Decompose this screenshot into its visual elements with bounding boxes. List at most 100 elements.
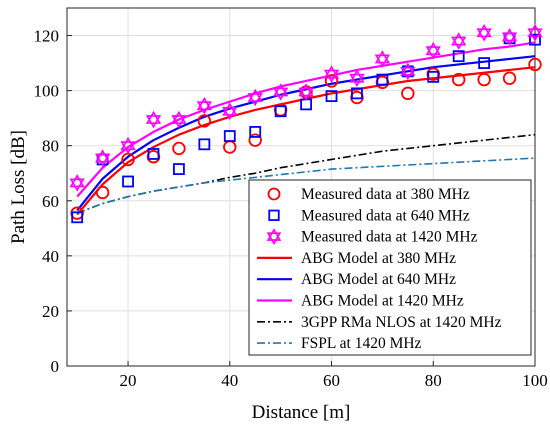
- series-2: [69, 23, 543, 192]
- series-4: [76, 55, 536, 212]
- data-point: [273, 83, 289, 101]
- series-7: [76, 157, 536, 214]
- data-point: [197, 114, 212, 128]
- hexagram-triangle-down: [374, 54, 391, 68]
- hexagram-triangle-up: [171, 110, 187, 124]
- hexagram-triangle-down: [273, 87, 289, 101]
- hexagram-triangle-down: [501, 32, 518, 46]
- data-point: [451, 72, 466, 87]
- data-point: [351, 87, 363, 100]
- hexagram-triangle-down: [400, 66, 416, 81]
- legend-item: Measured data at 380 MHz: [267, 186, 470, 203]
- hexagram-triangle-down: [323, 69, 340, 83]
- hexagram-triangle-up: [501, 28, 518, 42]
- series-line: [76, 41, 536, 198]
- hexagram-triangle-down: [527, 28, 543, 42]
- data-point: [173, 163, 185, 176]
- x-tick-label: 60: [323, 371, 340, 390]
- hexagram-triangle-down: [120, 141, 136, 155]
- hexagram-triangle-up: [425, 41, 441, 56]
- legend-item: Measured data at 1420 MHz: [266, 228, 478, 246]
- x-axis-label: Distance [m]: [252, 402, 351, 423]
- legend-marker: [266, 228, 282, 246]
- data-point: [325, 90, 338, 103]
- y-tick-label: 120: [34, 27, 60, 46]
- legend-marker: [267, 187, 281, 201]
- series-0: [70, 57, 542, 220]
- legend-item: ABG Model at 1420 MHz: [257, 293, 464, 310]
- y-tick-label: 60: [42, 192, 59, 211]
- data-point: [145, 110, 162, 129]
- x-tick-label: 40: [221, 371, 238, 390]
- hexagram-triangle-up: [374, 50, 391, 64]
- legend-label: FSPL at 1420 MHz: [301, 335, 422, 352]
- legend-label: 3GPP RMa NLOS at 1420 MHz: [301, 314, 502, 331]
- x-tick-label: 80: [425, 371, 442, 390]
- series-line: [76, 133, 536, 214]
- data-point: [528, 57, 542, 72]
- x-tick-label: 100: [522, 371, 548, 390]
- hexagram-triangle-up: [120, 136, 136, 151]
- hexagram-triangle-up: [94, 149, 111, 163]
- data-point: [425, 41, 441, 60]
- hexagram-triangle-down: [476, 28, 492, 42]
- data-point: [529, 33, 541, 46]
- hexagram-triangle-up: [196, 96, 212, 111]
- data-point: [502, 71, 517, 85]
- y-tick-label: 100: [34, 82, 60, 101]
- hexagram-triangle-down: [425, 46, 441, 60]
- y-tick-label: 80: [42, 137, 59, 156]
- data-point: [122, 175, 134, 188]
- y-tick-label: 40: [42, 247, 59, 266]
- legend-item: 3GPP RMa NLOS at 1420 MHz: [257, 314, 502, 331]
- data-point: [172, 141, 186, 156]
- data-point: [477, 72, 491, 87]
- hexagram-triangle-up: [476, 23, 492, 38]
- data-point: [196, 96, 212, 115]
- x-tick-label: 20: [120, 371, 137, 390]
- hexagram-triangle-up: [69, 174, 85, 188]
- legend-label: ABG Model at 1420 MHz: [301, 293, 464, 310]
- legend-label: Measured data at 1420 MHz: [301, 229, 478, 246]
- data-point: [298, 83, 314, 101]
- data-point: [198, 138, 211, 151]
- data-point: [478, 57, 491, 69]
- axes: 20 40 60 80 100 0 20 40 60 80 100 120: [34, 27, 548, 390]
- data-point: [323, 65, 340, 83]
- hexagram-triangle-down: [145, 115, 162, 129]
- hexagram-triangle-down: [298, 87, 314, 101]
- hexagram-triangle-up: [527, 23, 543, 38]
- legend-label: Measured data at 640 MHz: [301, 207, 470, 224]
- legend: Measured data at 380 MHz Measured data at…: [248, 179, 532, 356]
- plot-frame: [66, 7, 536, 367]
- hexagram-triangle-down: [451, 36, 467, 50]
- legend-item: ABG Model at 380 MHz: [257, 250, 456, 267]
- data-point: [71, 211, 84, 224]
- data-point: [94, 149, 111, 167]
- y-tick-label: 20: [42, 302, 59, 321]
- hexagram-triangle-down: [69, 178, 85, 192]
- hexagram-triangle-up: [247, 88, 263, 102]
- hexagram-triangle-down: [222, 106, 238, 121]
- hexagram-triangle-up: [451, 32, 467, 46]
- hexagram-triangle-up: [222, 102, 238, 116]
- hexagram-triangle-down: [349, 73, 365, 88]
- data-point: [247, 88, 263, 107]
- hexagram-triangle-up: [273, 83, 289, 97]
- hexagram-triangle-up: [349, 69, 365, 83]
- data-point: [249, 126, 262, 138]
- hexagram-triangle-down: [196, 101, 212, 115]
- data-point: [527, 23, 543, 42]
- data-point: [452, 50, 465, 63]
- hexagram-triangle-up: [323, 65, 340, 79]
- legend-item: FSPL at 1420 MHz: [257, 335, 422, 352]
- data-point: [427, 70, 440, 83]
- hexagram-triangle-up: [145, 110, 162, 124]
- series-line: [76, 157, 536, 214]
- data-point: [120, 136, 136, 155]
- data-point: [274, 105, 287, 118]
- legend-item: ABG Model at 640 MHz: [257, 271, 456, 288]
- hexagram-triangle-down: [171, 115, 187, 129]
- data-point: [95, 185, 110, 200]
